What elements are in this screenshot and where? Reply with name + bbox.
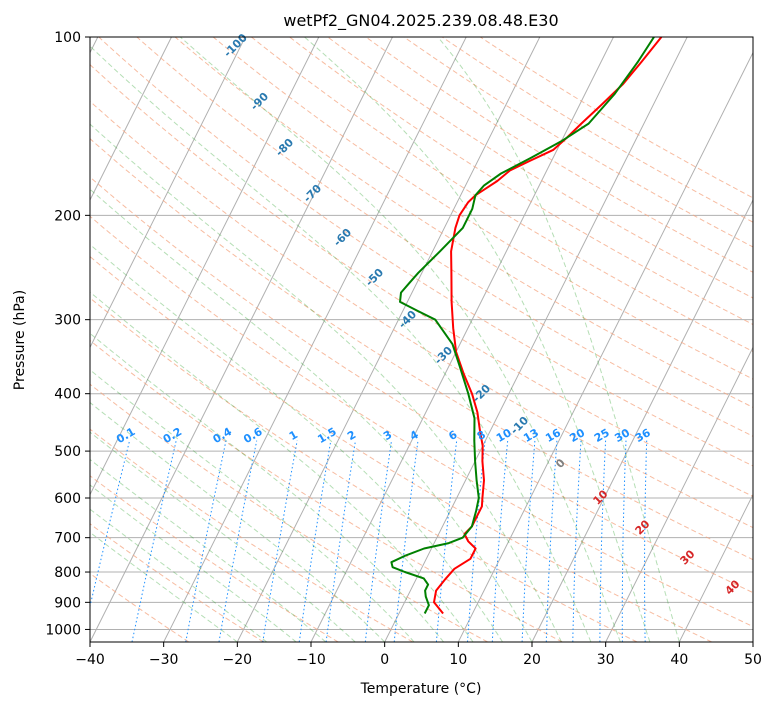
background-lines: [90, 37, 753, 642]
dry-adiabat: [90, 100, 753, 529]
mixing-ratio-line: [435, 440, 458, 642]
isotherm-line: [531, 198, 753, 642]
dry-adiabat: [90, 138, 753, 561]
y-tick-label: 600: [54, 491, 81, 507]
moist-adiabat: [90, 291, 474, 642]
moist-adiabat: [90, 401, 386, 642]
mixing-ratio-line: [467, 440, 486, 642]
dewpoint-profile-line: [390, 37, 655, 614]
moist-adiabat: [90, 243, 503, 642]
x-tick-label: 20: [523, 652, 541, 668]
x-tick-label: −30: [149, 652, 179, 668]
plot-frame: [89, 36, 754, 643]
dry-adiabat: [365, 37, 753, 273]
mixing-ratio-line: [491, 440, 509, 642]
isotherm-line: [678, 493, 753, 642]
isotherm-line: [457, 51, 753, 642]
x-tick-label: −10: [296, 652, 326, 668]
moist-adiabat: [90, 188, 533, 642]
chart-title: wetPf2_GN04.2025.239.08.48.E30: [283, 11, 558, 31]
mixing-ratio-line: [298, 440, 332, 642]
dry-adiabat: [174, 37, 753, 408]
mixing-ratio-line: [572, 440, 582, 642]
isotherm-line: [90, 37, 393, 642]
series-group: [390, 37, 663, 615]
y-tick-label: 700: [54, 531, 81, 547]
isotherm-line: [384, 37, 688, 642]
dry-adiabat: [90, 523, 264, 642]
dry-adiabat: [289, 37, 753, 326]
y-tick-label: 300: [54, 313, 81, 329]
moist-adiabat: [90, 369, 415, 642]
moist-adiabat: [90, 484, 297, 642]
x-tick-label: 40: [670, 652, 688, 668]
mixing-ratio-line: [364, 440, 392, 642]
mixing-ratio-line: [644, 440, 648, 642]
dry-adiabat: [90, 383, 488, 642]
isotherm-line: [163, 37, 467, 642]
moist-adiabat: [179, 37, 621, 642]
dry-adiabat: [90, 176, 753, 594]
y-tick-label: 100: [54, 30, 81, 46]
dry-adiabat: [480, 37, 753, 199]
dry-adiabat: [90, 428, 414, 642]
mixing-ratio-line: [599, 440, 607, 642]
dry-adiabat: [90, 215, 753, 628]
moist-adiabat: [304, 37, 651, 642]
mixing-ratio-line: [393, 440, 419, 642]
dry-adiabat: [212, 37, 753, 380]
dry-adiabat: [90, 297, 638, 642]
moist-adiabat: [90, 123, 562, 642]
isotherm-line: [605, 346, 753, 642]
mixing-ratio-line: [218, 440, 258, 642]
mixing-ratio-line: [131, 440, 177, 642]
isotherm-line: [90, 37, 246, 349]
mixing-ratio-line: [621, 440, 627, 642]
moist-adiabat: [90, 431, 356, 642]
mixing-ratio-line: [185, 440, 227, 642]
y-tick-label: 900: [54, 595, 81, 611]
moist-adiabat: [437, 37, 680, 642]
mixing-ratio-line: [545, 440, 558, 642]
y-axis: 100 200 300 400 500 600 700 800 900 1000: [45, 30, 90, 638]
dry-adiabat: [98, 37, 753, 467]
isotherm-line: [90, 37, 172, 202]
x-tick-label: 50: [744, 652, 762, 668]
x-tick-label: 30: [597, 652, 615, 668]
x-axis-label: Temperature (°C): [360, 681, 482, 697]
y-axis-label: Pressure (hPa): [12, 290, 28, 390]
temperature-profile-line: [433, 37, 663, 615]
isotherm-line: [90, 37, 320, 496]
dry-adiabat: [136, 37, 753, 437]
x-tick-label: −40: [75, 652, 105, 668]
x-tick-label: 10: [449, 652, 467, 668]
x-tick-label: −20: [223, 652, 253, 668]
moist-adiabat: [90, 531, 238, 642]
plot-area: [90, 37, 753, 642]
x-tick-label: 0: [380, 652, 389, 668]
y-tick-label: 800: [54, 565, 81, 581]
moist-adiabat: [90, 458, 327, 642]
isotherm-line: [310, 37, 614, 642]
mixing-ratio-line: [521, 440, 536, 642]
y-tick-label: 1000: [45, 622, 81, 638]
x-axis: −40 −30 −20 −10 0 10 20 30 40 50: [75, 642, 762, 668]
isotherm-line: [236, 37, 541, 642]
mixing-ratio-line: [325, 440, 356, 642]
dry-adiabat: [90, 475, 339, 642]
moist-adiabat: [90, 45, 592, 642]
y-tick-label: 400: [54, 387, 81, 403]
y-tick-label: 200: [54, 208, 81, 224]
mixing-ratio-line: [262, 440, 298, 642]
y-tick-label: 500: [54, 444, 81, 460]
dry-adiabat: [251, 37, 753, 353]
